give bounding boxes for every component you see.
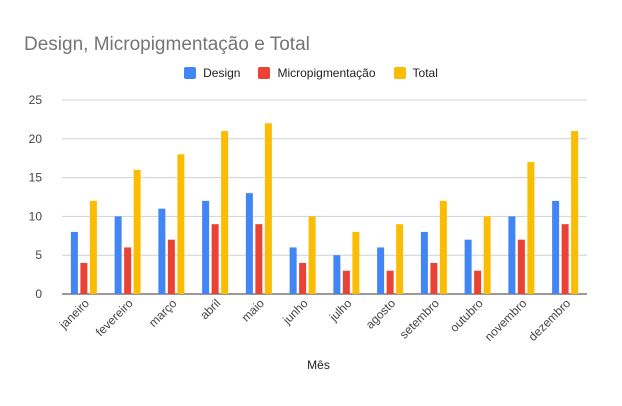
x-tick-label: fevereiro: [93, 296, 136, 339]
x-tick-label: abril: [197, 296, 223, 322]
bar: [333, 255, 341, 294]
x-tick-label: dezembro: [526, 296, 574, 344]
bar: [552, 200, 560, 294]
bar: [89, 200, 97, 294]
legend-swatch-total: [393, 67, 406, 79]
legend-label-design: Design: [203, 66, 241, 80]
bar: [255, 224, 263, 294]
x-tick-label: março: [146, 296, 180, 330]
bar: [474, 270, 482, 294]
bar: [245, 193, 253, 294]
x-tick-label: janeiro: [56, 296, 92, 332]
y-tick-label: 5: [35, 248, 42, 262]
x-axis-title: Mês: [307, 358, 330, 372]
bar: [308, 216, 316, 294]
bar: [299, 262, 307, 294]
bar: [517, 239, 525, 294]
legend-swatch-design: [184, 67, 197, 79]
legend-label-micropigmentacao: Micropigmentação: [277, 66, 376, 80]
bar: [439, 200, 447, 294]
bar: [483, 216, 491, 294]
legend-item-design[interactable]: Design: [184, 66, 240, 80]
y-tick-label: 0: [35, 287, 42, 301]
bar: [342, 270, 350, 294]
bar: [289, 247, 297, 294]
bar: [352, 231, 360, 294]
bar: [80, 262, 88, 294]
bar: [114, 216, 122, 294]
bar: [133, 169, 141, 294]
bar: [70, 231, 78, 294]
legend: Design Micropigmentação Total: [0, 66, 622, 80]
x-tick-label: julho: [326, 296, 355, 325]
y-tick-label: 15: [29, 171, 43, 185]
bar: [211, 224, 219, 294]
bar: [158, 208, 166, 294]
bar: [221, 131, 229, 294]
bar: [508, 216, 516, 294]
bar: [386, 270, 394, 294]
x-tick-label: novembro: [482, 296, 530, 344]
y-tick-label: 25: [29, 93, 43, 107]
y-tick-label: 10: [29, 209, 43, 223]
x-tick-label: maio: [239, 296, 268, 325]
legend-item-micropigmentacao[interactable]: Micropigmentação: [258, 66, 376, 80]
bar: [124, 247, 132, 294]
x-tick-label: junho: [279, 296, 311, 328]
bar: [571, 131, 579, 294]
bar: [202, 200, 210, 294]
legend-item-total[interactable]: Total: [393, 66, 438, 80]
bar: [264, 123, 272, 294]
bar: [430, 262, 438, 294]
legend-label-total: Total: [412, 66, 438, 80]
bar: [396, 224, 404, 294]
x-tick-label: setembro: [397, 296, 443, 342]
bar: [377, 247, 385, 294]
bar: [464, 239, 472, 294]
bar: [561, 224, 569, 294]
x-tick-label: agosto: [363, 296, 399, 332]
x-tick-label: outubro: [447, 296, 486, 335]
bar: [420, 231, 428, 294]
bar: [527, 162, 535, 294]
y-tick-label: 20: [29, 132, 43, 146]
bar: [177, 154, 185, 294]
chart-title: Design, Micropigmentação e Total: [24, 34, 310, 55]
bar: [167, 239, 175, 294]
legend-swatch-micropigmentacao: [258, 67, 271, 79]
